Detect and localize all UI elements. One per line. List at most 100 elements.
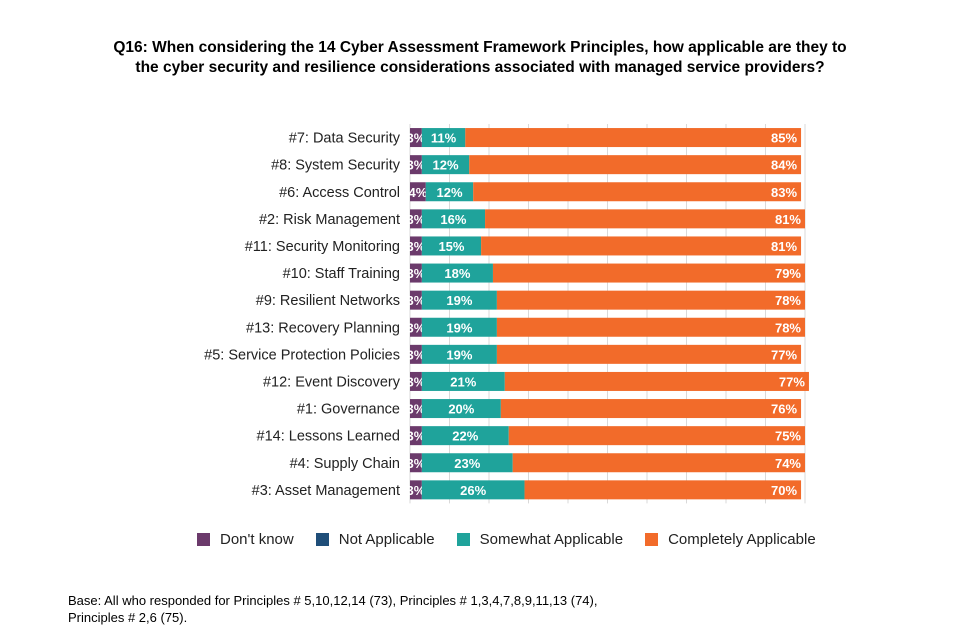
bar-segment [410,371,422,391]
legend-item: Not Applicable [315,531,435,548]
data-label: 23% [454,456,480,471]
bar-segment [421,236,482,256]
bar-segment [421,371,505,391]
data-label: 21% [450,374,476,389]
data-label: 3% [407,212,426,227]
bar-segment [410,453,422,473]
data-label: 3% [407,402,426,417]
data-label: 77% [779,374,805,389]
chart-legend: Don't know Not Applicable Somewhat Applica… [197,531,816,548]
category-label: #3: Asset Management [252,483,400,499]
data-label: 15% [438,239,464,254]
category-label: #9: Resilient Networks [256,293,400,309]
data-label: 18% [444,266,470,281]
bar-segment [524,480,802,500]
chart-title-line-2: the cyber security and resilience consid… [135,59,825,76]
category-label: #2: Risk Management [259,212,400,228]
data-label: 83% [771,185,797,200]
data-label: 3% [407,347,426,362]
bar-segment [421,209,486,229]
category-label: #12: Event Discovery [263,374,401,390]
category-label: #4: Supply Chain [290,456,400,472]
bar-segment [410,236,422,256]
legend-item: Don't know [197,531,294,548]
data-label: 26% [460,483,486,498]
bar-segment [421,344,497,364]
legend-swatch [645,533,659,546]
legend-swatch [315,533,329,546]
category-label: #14: Lessons Learned [257,429,401,445]
bar-segment [410,317,422,337]
legend-label: Completely Applicable [668,531,816,548]
category-label: #7: Data Security [289,131,401,147]
bar-segment [485,209,805,229]
legend-item: Somewhat Applicable [456,531,624,548]
bar-segment [410,399,422,419]
data-label: 76% [771,402,797,417]
legend-swatch [456,533,470,546]
bar-segment [481,236,802,256]
data-label: 70% [771,483,797,498]
data-label: 3% [407,429,426,444]
data-label: 3% [407,266,426,281]
data-label: 12% [433,158,459,173]
data-label: 3% [407,320,426,335]
bar-segment [421,399,501,419]
bar-segment [425,182,474,202]
data-label: 3% [407,483,426,498]
legend-label: Somewhat Applicable [479,531,624,548]
legend-item: Completely Applicable [645,531,816,548]
base-footnote: Base: All who responded for Principles #… [68,592,597,626]
data-label: 79% [775,266,801,281]
legend-label: Don't know [220,531,294,548]
bar-segment [410,263,422,283]
bar-segment [512,453,805,473]
bar-segment [496,344,802,364]
data-label: 3% [407,239,426,254]
category-label: #11: Security Monitoring [245,239,400,255]
data-label: 19% [446,320,472,335]
category-label: #10: Staff Training [283,266,400,282]
data-label: 3% [407,374,426,389]
category-label: #5: Service Protection Policies [204,347,400,363]
bar-segment [421,453,513,473]
bar-segment [469,155,802,175]
data-label: 3% [407,456,426,471]
chart-title: Q16: When considering the 14 Cyber Asses… [60,38,900,78]
data-label: 11% [431,131,457,146]
data-label: 20% [448,402,474,417]
data-label: 22% [452,429,478,444]
data-label: 3% [407,158,426,173]
category-label: #13: Recovery Planning [246,320,400,336]
category-label: #1: Governance [297,402,400,418]
bar-segment [410,480,422,500]
bar-segment [410,128,422,148]
bar-segment [421,128,466,148]
bar-segment [465,128,802,148]
bar-segment [421,426,509,446]
bar-segment [508,426,805,446]
bar-segment [410,155,422,175]
data-label: 4% [409,185,428,200]
chart-title-line-1: Q16: When considering the 14 Cyber Asses… [113,39,847,56]
bar-segment [473,182,802,202]
bar-segment [410,344,422,364]
data-label: 16% [440,212,466,227]
data-label: 77% [771,347,797,362]
bar-segment [410,426,422,446]
data-label: 84% [771,158,797,173]
data-label: 12% [436,185,462,200]
legend-label: Not Applicable [338,531,435,548]
data-label: 81% [775,212,801,227]
bar-segment [421,155,470,175]
category-label: #6: Access Control [279,185,400,201]
data-label: 75% [775,429,801,444]
legend-swatch [197,533,210,546]
bar-segment [421,290,497,310]
data-label: 19% [446,347,472,362]
data-label: 3% [407,293,426,308]
bar-segment [500,399,802,419]
bar-segment [421,317,497,337]
data-label: 78% [775,293,801,308]
